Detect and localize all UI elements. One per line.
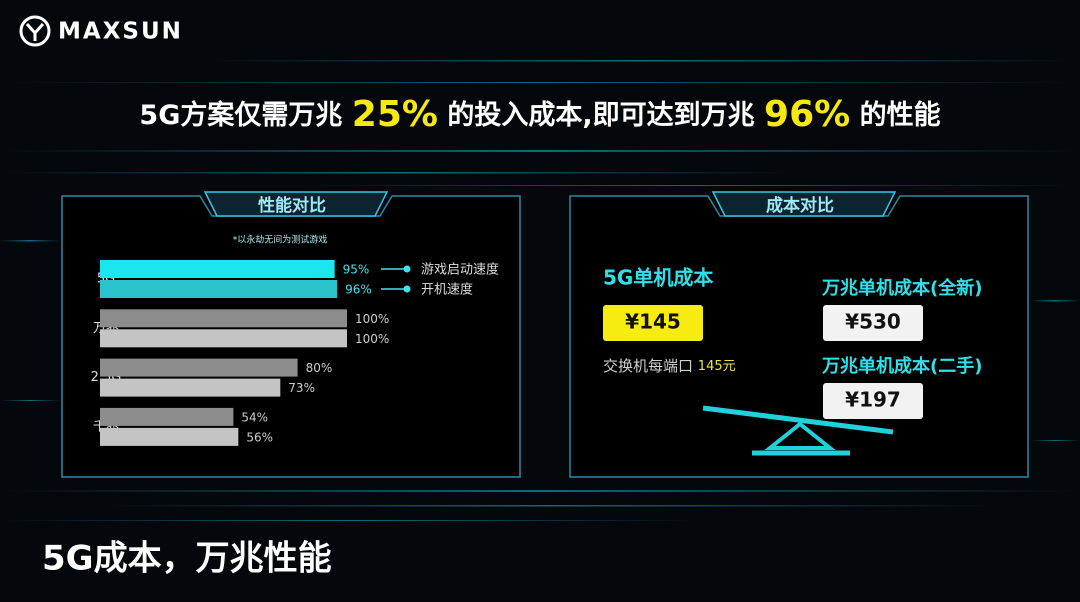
headline-part: 5G方案仅需万兆 bbox=[139, 99, 342, 131]
legend-label: 开机速度 bbox=[421, 282, 473, 298]
value-label: 100% bbox=[355, 332, 389, 346]
price: ¥197 bbox=[845, 388, 901, 412]
bar bbox=[100, 329, 347, 348]
port-note: 交换机每端口 145元 bbox=[603, 357, 736, 375]
seesaw bbox=[702, 405, 894, 456]
bar bbox=[100, 309, 347, 328]
value-label: 56% bbox=[246, 430, 273, 444]
value-label: 96% bbox=[345, 283, 372, 297]
value-label: 54% bbox=[241, 410, 268, 424]
chart-note: *以永劫无间为测试游戏 bbox=[233, 234, 328, 246]
port-price: 145元 bbox=[698, 359, 736, 374]
bar bbox=[100, 407, 234, 426]
value-label: 73% bbox=[288, 381, 315, 395]
headline-highlight: 96% bbox=[764, 94, 850, 135]
price-box bbox=[823, 383, 923, 419]
price: ¥530 bbox=[845, 310, 901, 334]
bar bbox=[100, 378, 281, 397]
legend-dot bbox=[403, 285, 411, 293]
bar bbox=[100, 280, 338, 298]
panel-title: 成本对比 bbox=[766, 195, 834, 216]
value-label: 100% bbox=[355, 312, 389, 326]
panel-title: 性能对比 bbox=[258, 195, 326, 216]
cost-label: 万兆单机成本(全新) bbox=[821, 277, 982, 299]
bar bbox=[100, 427, 239, 446]
headline-highlight: 25% bbox=[352, 94, 438, 135]
legend-dot bbox=[403, 265, 411, 273]
streaks bbox=[0, 60, 1080, 521]
price: ¥145 bbox=[625, 310, 681, 334]
cost-label: 万兆单机成本(二手) bbox=[821, 355, 982, 377]
logo: MAXSUN bbox=[19, 15, 183, 47]
price-box bbox=[603, 305, 703, 341]
headline-part: 的性能 bbox=[860, 99, 941, 131]
price-box bbox=[823, 305, 923, 341]
logo-text: MAXSUN bbox=[58, 19, 183, 45]
bar bbox=[100, 260, 335, 278]
bar bbox=[100, 358, 298, 377]
cost-label: 5G单机成本 bbox=[603, 266, 713, 290]
value-label: 95% bbox=[343, 263, 370, 277]
legend-label: 游戏启动速度 bbox=[421, 262, 499, 278]
port-note-text: 交换机每端口 bbox=[603, 357, 693, 375]
cost-panel: 成本对比 5G单机成本 ¥145 交换机每端口 145元 万兆单机成本(全新) … bbox=[569, 191, 1029, 478]
headline: 5G方案仅需万兆 25% 的投入成本,即可达到万兆 96% 的性能 bbox=[139, 94, 940, 135]
value-label: 80% bbox=[306, 361, 333, 375]
headline-part: 的投入成本,即可达到万兆 bbox=[447, 99, 754, 131]
footer-title: 5G成本，万兆性能 bbox=[42, 539, 332, 579]
